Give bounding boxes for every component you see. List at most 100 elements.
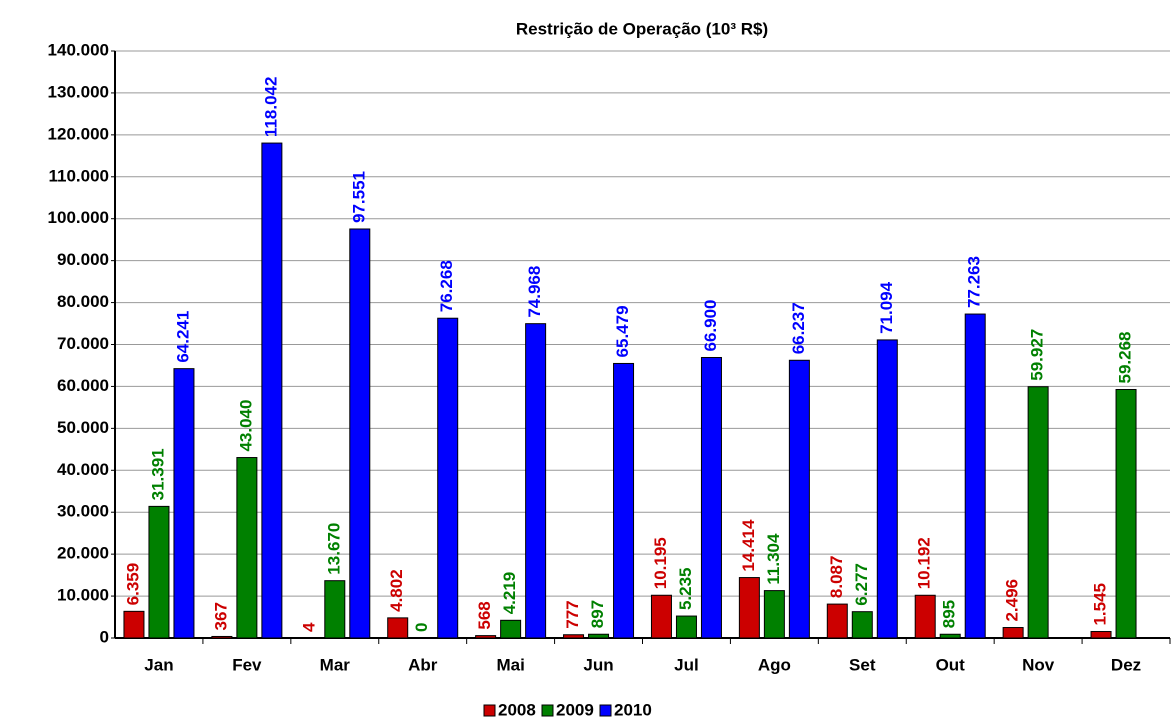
y-tick-label: 10.000 bbox=[57, 586, 109, 605]
value-label: 97.551 bbox=[349, 171, 368, 223]
x-tick-label: Abr bbox=[408, 655, 438, 674]
value-label: 77.263 bbox=[965, 256, 984, 308]
value-label: 10.195 bbox=[651, 537, 670, 589]
y-tick-label: 80.000 bbox=[57, 292, 109, 311]
legend-swatch bbox=[483, 704, 496, 717]
y-tick-label: 70.000 bbox=[57, 334, 109, 353]
value-label: 118.042 bbox=[261, 77, 280, 138]
bar bbox=[500, 619, 522, 639]
value-label: 6.359 bbox=[123, 563, 142, 606]
value-label: 43.040 bbox=[236, 400, 255, 452]
bar bbox=[914, 594, 936, 639]
y-tick-label: 0 bbox=[100, 627, 109, 646]
chart-title: Restrição de Operação (10³ R$) bbox=[516, 19, 768, 38]
value-label: 367 bbox=[211, 602, 230, 630]
value-label: 64.241 bbox=[173, 311, 192, 363]
value-label: 11.304 bbox=[764, 533, 783, 585]
value-label: 0 bbox=[412, 623, 431, 632]
x-tick-label: Jun bbox=[583, 655, 613, 674]
x-tick-label: Out bbox=[936, 655, 966, 674]
x-tick-label: Dez bbox=[1111, 655, 1141, 674]
value-label: 5.235 bbox=[676, 568, 695, 611]
value-label: 76.268 bbox=[437, 260, 456, 312]
value-label: 1.545 bbox=[1091, 583, 1110, 626]
bar bbox=[613, 362, 635, 639]
bar bbox=[939, 633, 961, 639]
bar bbox=[387, 617, 409, 639]
x-tick-label: Mai bbox=[496, 655, 524, 674]
value-label: 897 bbox=[588, 600, 607, 628]
value-label: 13.670 bbox=[324, 523, 343, 575]
y-tick-label: 110.000 bbox=[48, 166, 109, 185]
value-label: 74.968 bbox=[525, 266, 544, 318]
value-label: 66.900 bbox=[701, 299, 720, 351]
legend-swatch bbox=[541, 704, 554, 717]
x-tick-label: Ago bbox=[758, 655, 791, 674]
bar bbox=[650, 594, 672, 639]
y-tick-label: 130.000 bbox=[48, 82, 109, 101]
value-label: 59.927 bbox=[1028, 329, 1047, 381]
y-tick-label: 140.000 bbox=[48, 40, 109, 59]
bar bbox=[1090, 631, 1112, 639]
value-label: 59.268 bbox=[1116, 331, 1135, 383]
bar bbox=[700, 356, 722, 639]
bar bbox=[475, 635, 497, 639]
bar bbox=[851, 611, 873, 639]
bar bbox=[588, 633, 610, 639]
value-label: 4.802 bbox=[387, 569, 406, 612]
x-tick-label: Mar bbox=[320, 655, 351, 674]
bar bbox=[173, 368, 195, 639]
bar bbox=[211, 635, 233, 639]
legend-label: 2009 bbox=[556, 700, 594, 719]
value-label: 31.391 bbox=[148, 448, 167, 500]
y-tick-label: 100.000 bbox=[48, 208, 109, 227]
bar bbox=[437, 317, 459, 639]
bar bbox=[738, 577, 760, 639]
value-label: 14.414 bbox=[739, 519, 758, 572]
value-label: 4 bbox=[299, 622, 318, 632]
value-label: 895 bbox=[940, 600, 959, 628]
legend-label: 2008 bbox=[498, 700, 536, 719]
legend-swatch bbox=[599, 704, 612, 717]
y-tick-label: 40.000 bbox=[57, 460, 109, 479]
bar bbox=[826, 603, 848, 639]
bar bbox=[763, 590, 785, 639]
bar bbox=[675, 615, 697, 639]
value-label: 65.479 bbox=[613, 305, 632, 357]
bar bbox=[525, 323, 547, 639]
x-tick-label: Set bbox=[849, 655, 876, 674]
y-tick-label: 120.000 bbox=[48, 124, 109, 143]
y-tick-label: 90.000 bbox=[57, 250, 109, 269]
bar bbox=[123, 610, 145, 639]
value-label: 8.087 bbox=[827, 556, 846, 599]
value-label: 10.192 bbox=[915, 537, 934, 589]
bar bbox=[236, 457, 258, 639]
bar bbox=[788, 359, 810, 639]
value-label: 66.237 bbox=[789, 302, 808, 354]
value-label: 568 bbox=[475, 601, 494, 629]
bar bbox=[349, 228, 371, 639]
bar bbox=[148, 505, 170, 639]
bar bbox=[324, 580, 346, 639]
bar bbox=[261, 142, 283, 639]
y-tick-label: 30.000 bbox=[57, 502, 109, 521]
x-tick-label: Fev bbox=[232, 655, 262, 674]
value-label: 4.219 bbox=[500, 572, 519, 615]
bar bbox=[1115, 388, 1137, 639]
x-tick-label: Jan bbox=[144, 655, 173, 674]
value-label: 2.496 bbox=[1003, 579, 1022, 622]
y-tick-label: 50.000 bbox=[57, 418, 109, 437]
bar bbox=[964, 313, 986, 639]
x-tick-label: Nov bbox=[1022, 655, 1055, 674]
bar bbox=[563, 634, 585, 639]
bar bbox=[876, 339, 898, 639]
bar bbox=[1002, 627, 1024, 639]
y-tick-label: 20.000 bbox=[57, 544, 109, 563]
bar bbox=[1027, 386, 1049, 639]
value-label: 777 bbox=[563, 600, 582, 628]
legend-label: 2010 bbox=[614, 700, 652, 719]
y-tick-label: 60.000 bbox=[57, 376, 109, 395]
value-label: 71.094 bbox=[877, 281, 896, 334]
value-label: 6.277 bbox=[852, 563, 871, 606]
